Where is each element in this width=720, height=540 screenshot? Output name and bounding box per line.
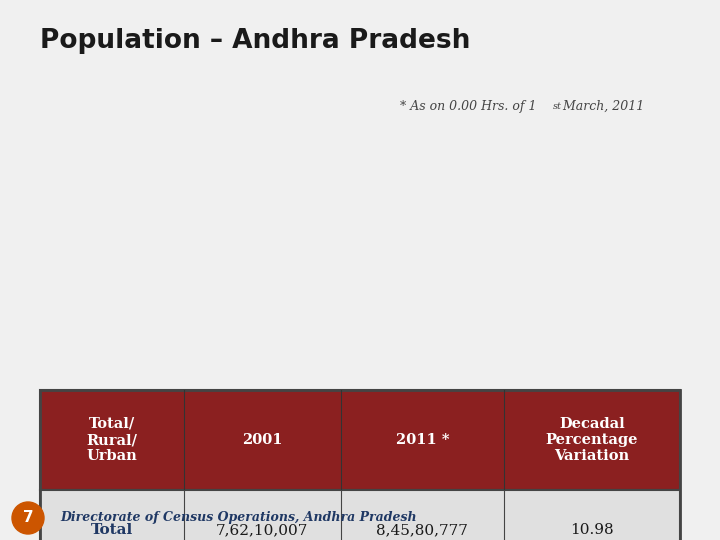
Text: * As on 0.00 Hrs. of 1: * As on 0.00 Hrs. of 1 <box>400 100 536 113</box>
Text: Total: Total <box>91 523 133 537</box>
Text: st: st <box>553 102 562 111</box>
Text: 2011 *: 2011 * <box>396 433 449 447</box>
Bar <box>40 490 680 540</box>
Bar <box>40 390 680 490</box>
Text: 7,62,10,007: 7,62,10,007 <box>216 523 309 537</box>
Text: 7: 7 <box>23 510 33 525</box>
Text: 2001: 2001 <box>242 433 283 447</box>
Bar <box>40 390 680 540</box>
Text: Directorate of Census Operations, Andhra Pradesh: Directorate of Census Operations, Andhra… <box>60 511 417 524</box>
Text: Decadal
Percentage
Variation: Decadal Percentage Variation <box>546 417 638 463</box>
Text: 8,45,80,777: 8,45,80,777 <box>377 523 468 537</box>
Text: Population – Andhra Pradesh: Population – Andhra Pradesh <box>40 28 470 54</box>
Text: 10.98: 10.98 <box>570 523 614 537</box>
Text: Total/
Rural/
Urban: Total/ Rural/ Urban <box>86 417 138 463</box>
Circle shape <box>12 502 44 534</box>
Text: March, 2011: March, 2011 <box>559 100 644 113</box>
